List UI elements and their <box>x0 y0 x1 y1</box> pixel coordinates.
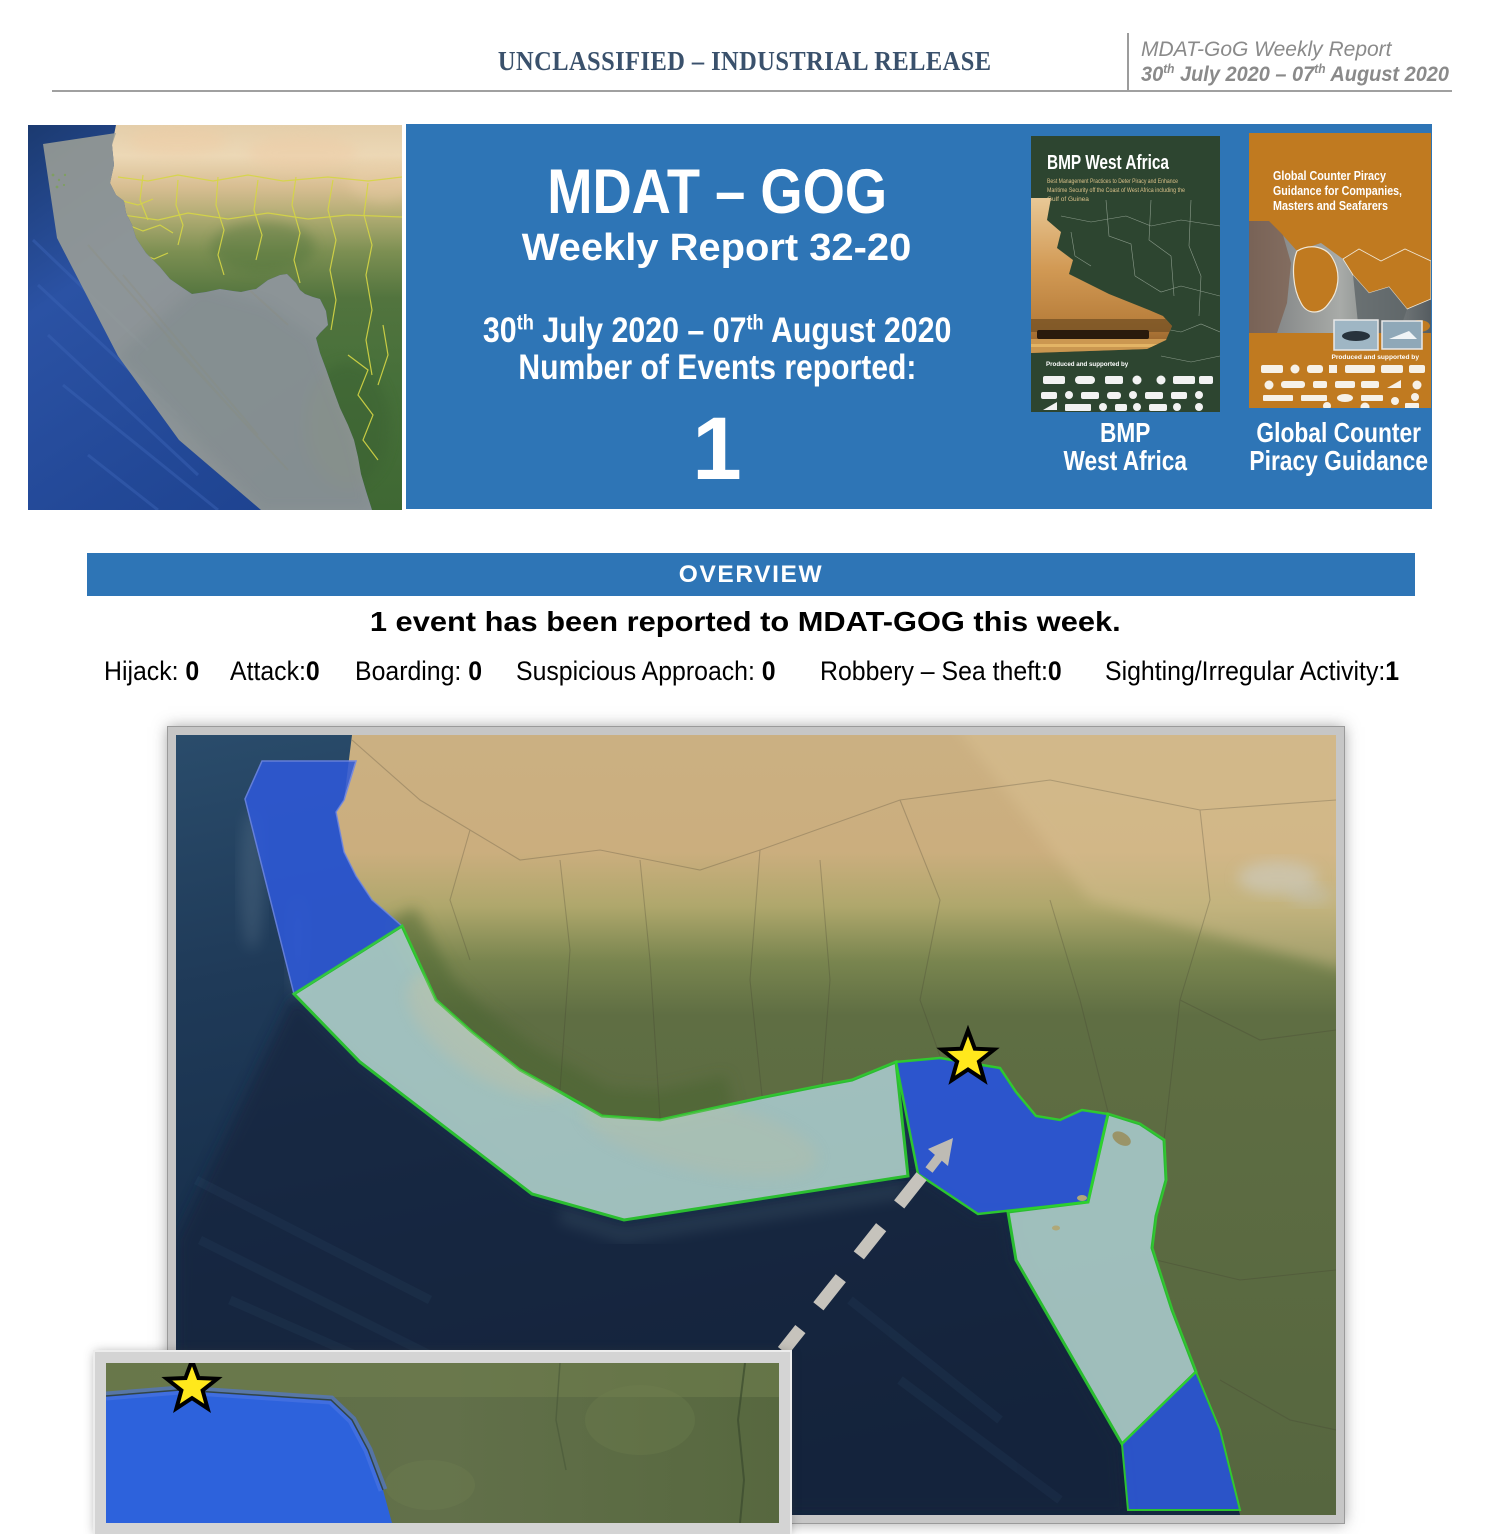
svg-text:Guidance for Companies,: Guidance for Companies, <box>1273 184 1402 198</box>
svg-text:BMP West Africa: BMP West Africa <box>1047 152 1170 174</box>
svg-text:Produced and supported by: Produced and supported by <box>1331 354 1419 361</box>
svg-text:Masters and Seafarers: Masters and Seafarers <box>1273 199 1388 213</box>
svg-text:Maritime Security off the Coas: Maritime Security off the Coast of West … <box>1047 187 1185 194</box>
svg-text:Global Counter Piracy: Global Counter Piracy <box>1273 169 1386 183</box>
svg-text:Produced and supported by: Produced and supported by <box>1046 361 1129 368</box>
svg-text:Gulf of Guinea: Gulf of Guinea <box>1047 196 1089 203</box>
svg-text:Best Management Practices to D: Best Management Practices to Deter Pirac… <box>1047 178 1178 185</box>
